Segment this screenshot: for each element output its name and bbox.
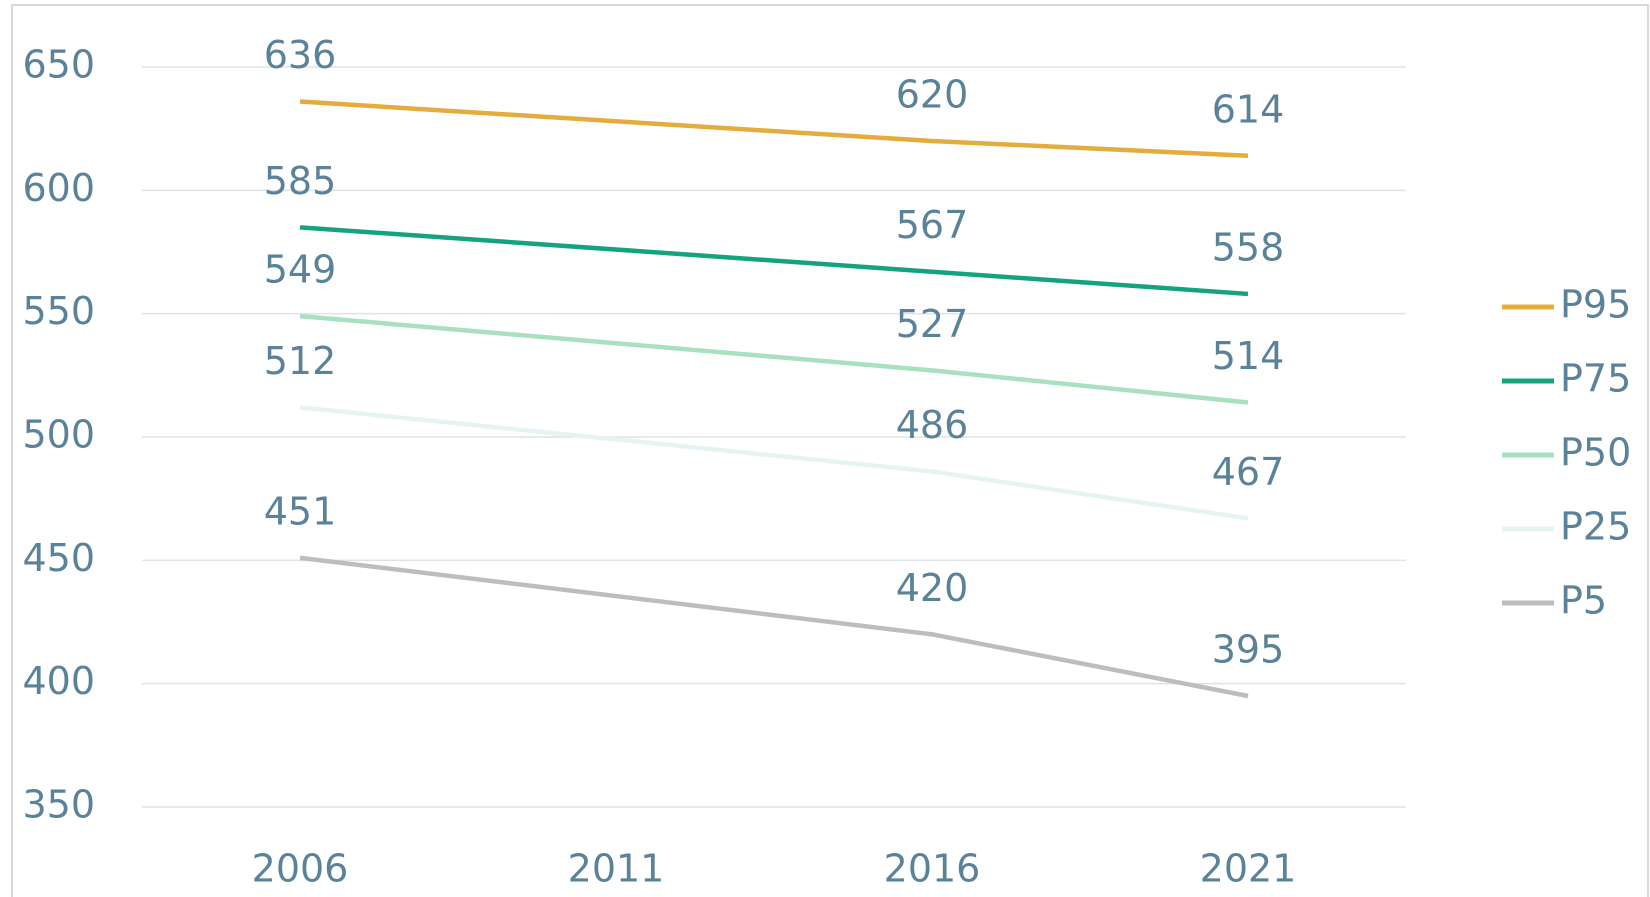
data-label: 514: [1212, 334, 1285, 378]
legend-label: P75: [1560, 357, 1631, 401]
data-label: 395: [1212, 628, 1285, 672]
legend-label: P50: [1560, 431, 1631, 475]
data-label: 467: [1212, 450, 1285, 494]
data-label: 567: [896, 203, 969, 247]
data-label: 420: [896, 566, 969, 610]
x-tick-label: 2016: [884, 847, 981, 891]
y-tick-label: 400: [22, 659, 95, 703]
data-label: 585: [264, 159, 337, 203]
y-tick-label: 350: [22, 783, 95, 827]
data-label: 549: [264, 248, 337, 292]
series-line: [299, 313, 1249, 405]
data-label: 636: [264, 33, 337, 77]
data-label: 527: [896, 302, 969, 346]
y-tick-label: 650: [22, 43, 95, 87]
x-tick-label: 2021: [1200, 847, 1297, 891]
y-tick-label: 600: [22, 166, 95, 210]
series-line: [299, 555, 1249, 699]
data-label: 620: [896, 73, 969, 117]
legend-label: P25: [1560, 505, 1631, 549]
data-label: 558: [1212, 225, 1285, 269]
chart-frame: [11, 4, 1649, 897]
legend-label: P5: [1560, 579, 1607, 623]
legend-label: P95: [1560, 283, 1631, 327]
series-line: [299, 99, 1249, 159]
data-label: 486: [896, 403, 969, 447]
y-tick-label: 450: [22, 536, 95, 580]
x-tick-label: 2011: [568, 847, 665, 891]
x-tick-label: 2006: [252, 847, 349, 891]
data-label: 614: [1212, 87, 1285, 131]
series-line: [299, 405, 1249, 521]
series-line: [299, 225, 1249, 297]
y-tick-label: 500: [22, 413, 95, 457]
data-label: 512: [264, 339, 337, 383]
data-label: 451: [264, 489, 337, 533]
y-tick-label: 550: [22, 289, 95, 333]
